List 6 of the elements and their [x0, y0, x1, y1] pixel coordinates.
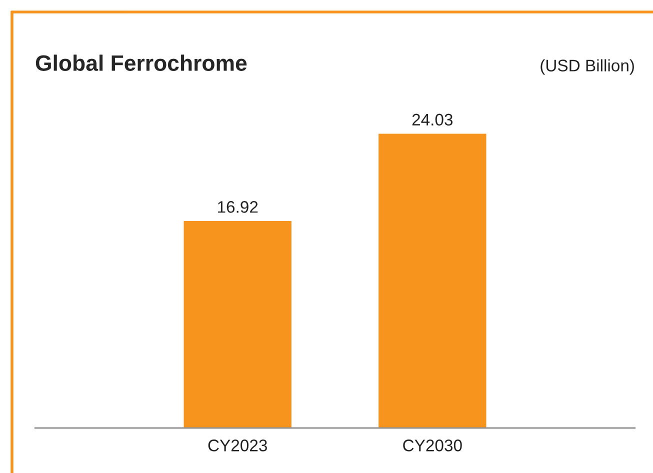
- data-label: 24.03: [412, 114, 453, 126]
- x-tick-label: CY2030: [403, 440, 462, 452]
- chart-title: Global Ferrochrome: [36, 54, 247, 71]
- x-tick-label: CY2023: [208, 440, 267, 452]
- text: (USD Billion): [540, 59, 634, 75]
- data-label: 16.92: [218, 201, 258, 213]
